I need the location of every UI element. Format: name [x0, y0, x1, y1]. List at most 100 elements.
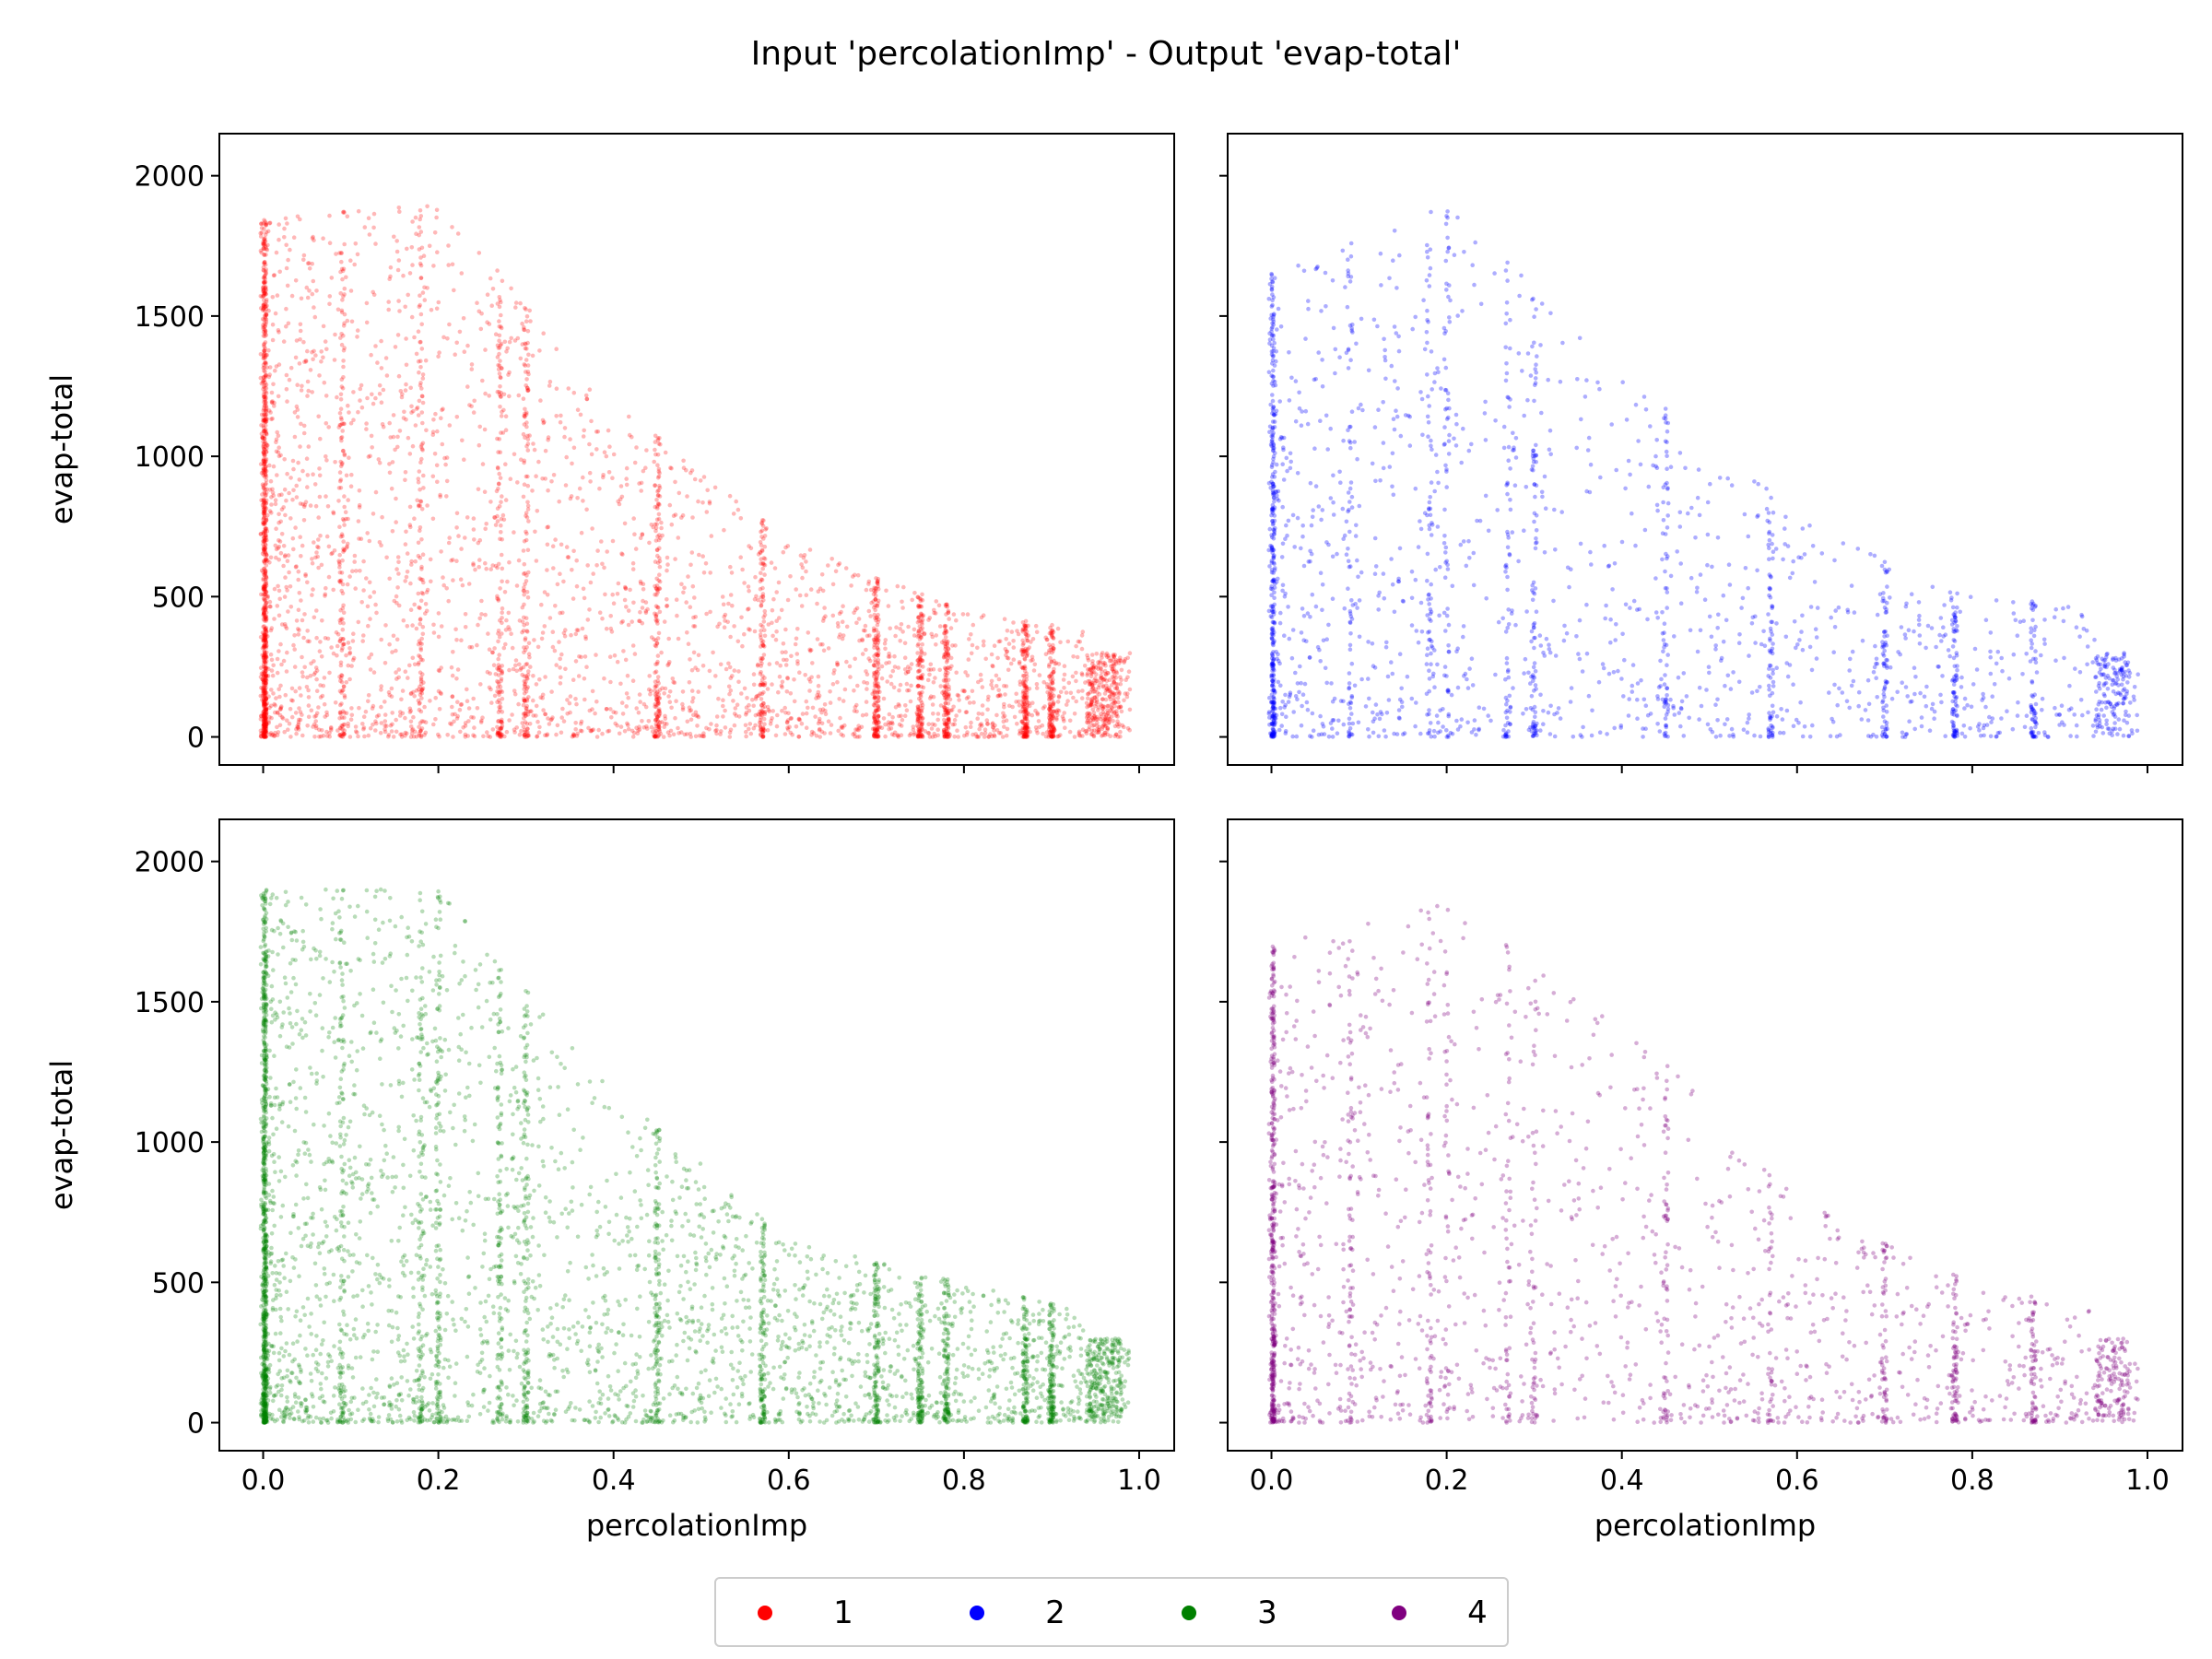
scatter-point: [759, 733, 763, 738]
scatter-point: [499, 300, 503, 305]
scatter-point: [915, 717, 921, 722]
scatter-point: [721, 703, 725, 709]
scatter-point: [489, 303, 494, 309]
scatter-point: [946, 717, 951, 722]
scatter-point: [944, 639, 948, 644]
scatter-point: [654, 735, 660, 739]
scatter-point: [263, 508, 268, 512]
scatter-point: [1023, 624, 1028, 629]
scatter-point: [1105, 703, 1110, 709]
scatter-point: [461, 725, 466, 730]
scatter-point: [1022, 722, 1027, 726]
scatter-point: [514, 583, 520, 588]
scatter-point: [1023, 665, 1028, 671]
scatter-point: [448, 721, 453, 726]
scatter-point: [589, 452, 594, 457]
scatter-point: [258, 248, 264, 253]
scatter-point: [526, 641, 532, 646]
scatter-point: [513, 658, 519, 663]
scatter-point: [418, 682, 424, 687]
scatter-point: [553, 537, 558, 542]
scatter-point: [263, 520, 267, 525]
scatter-point: [338, 726, 344, 731]
scatter-point: [688, 605, 693, 609]
scatter-point: [501, 407, 506, 413]
scatter-point: [396, 206, 402, 210]
scatter-point: [262, 348, 266, 353]
scatter-point: [419, 386, 424, 391]
scatter-point: [837, 697, 841, 701]
scatter-point: [1051, 670, 1055, 675]
scatter-point: [626, 695, 630, 700]
scatter-point: [261, 394, 266, 399]
scatter-point: [1085, 653, 1089, 658]
scatter-point: [431, 264, 436, 268]
scatter-point: [340, 461, 345, 465]
scatter-point: [1092, 699, 1097, 703]
scatter-point: [951, 612, 957, 617]
scatter-point: [313, 719, 319, 724]
scatter-point: [874, 709, 878, 713]
scatter-point: [495, 301, 500, 306]
scatter-point: [261, 690, 266, 696]
scatter-point: [874, 684, 878, 688]
scatter-point: [969, 651, 974, 656]
scatter-point: [266, 721, 272, 725]
scatter-point: [341, 723, 346, 727]
scatter-point: [276, 330, 281, 335]
scatter-point: [917, 714, 922, 719]
scatter-point: [496, 710, 501, 714]
scatter-point: [920, 720, 924, 725]
scatter-point: [943, 694, 948, 700]
scatter-point: [349, 706, 354, 711]
scatter-point: [615, 592, 620, 596]
scatter-point: [1053, 661, 1059, 665]
scatter-point: [420, 657, 425, 663]
scatter-point: [534, 559, 539, 563]
scatter-point: [562, 426, 568, 430]
scatter-point: [1025, 638, 1030, 643]
scatter-point: [1025, 719, 1030, 724]
scatter-point: [728, 688, 734, 693]
scatter-point: [915, 735, 921, 739]
scatter-point: [524, 515, 530, 520]
scatter-point: [653, 735, 657, 739]
scatter-point: [916, 733, 921, 737]
scatter-point: [258, 234, 264, 239]
scatter-point: [876, 634, 880, 640]
scatter-point: [394, 594, 399, 599]
scatter-point: [750, 698, 755, 702]
scatter-point: [388, 435, 394, 440]
scatter-point: [759, 720, 763, 724]
scatter-point: [429, 308, 434, 312]
scatter-point: [1079, 633, 1085, 638]
scatter-point: [379, 721, 384, 725]
scatter-point: [262, 242, 267, 248]
scatter-point: [591, 571, 595, 576]
scatter-point: [510, 712, 514, 717]
scatter-point: [719, 729, 724, 734]
scatter-point: [653, 483, 657, 488]
scatter-point: [617, 501, 622, 507]
scatter-point: [916, 641, 921, 647]
scatter-point: [1085, 671, 1090, 676]
scatter-point: [758, 549, 762, 555]
scatter-series-1: [258, 204, 1133, 739]
scatter-point: [264, 253, 268, 257]
scatter-point: [1064, 702, 1069, 707]
scatter-point: [596, 727, 601, 733]
scatter-point: [271, 382, 276, 387]
scatter-point: [647, 540, 652, 546]
scatter-point: [872, 605, 877, 610]
scatter-point: [319, 728, 324, 733]
scatter-point: [291, 466, 296, 472]
scatter-point: [413, 559, 418, 564]
scatter-point: [871, 592, 877, 596]
scatter-point: [1056, 662, 1062, 666]
scatter-point: [760, 705, 765, 710]
scatter-point: [342, 693, 347, 698]
scatter-point: [874, 652, 878, 657]
scatter-point: [280, 716, 286, 721]
scatter-point: [347, 410, 351, 415]
scatter-point: [766, 622, 771, 627]
